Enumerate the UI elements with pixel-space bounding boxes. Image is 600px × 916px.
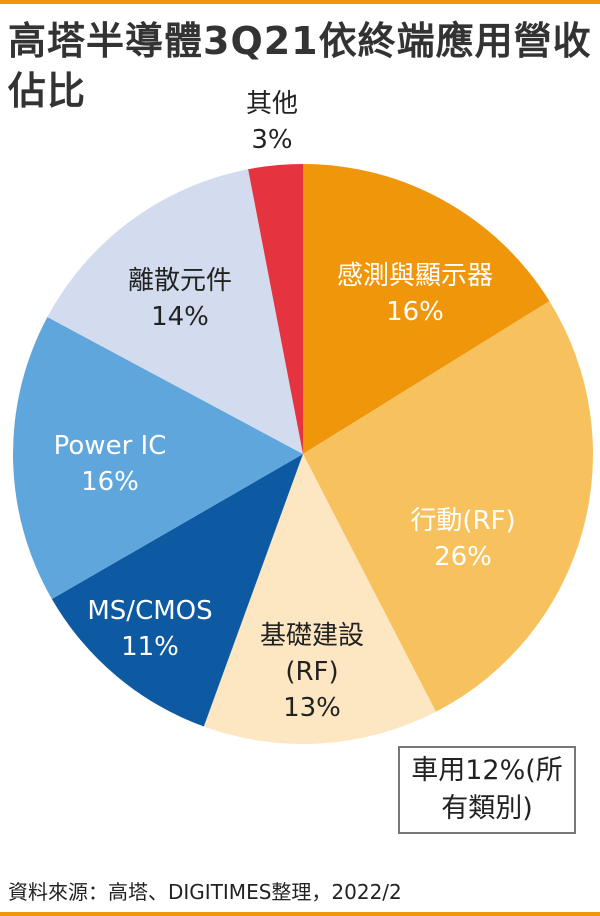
- pie-slice: [51, 454, 304, 727]
- value-label: 26%: [434, 542, 492, 572]
- pie-slice: [12, 317, 304, 599]
- slice-label: MS/CMOS 11%: [87, 593, 212, 665]
- pie-slice: [248, 164, 303, 454]
- category-label: Power IC: [53, 431, 167, 461]
- slice-label: 感測與顯示器 16%: [337, 258, 493, 330]
- pie-slice: [47, 169, 303, 455]
- slice-label: Power IC 16%: [54, 428, 167, 500]
- slice-label: 其他 3%: [246, 86, 298, 158]
- source: 資料來源：高塔、DIGITIMES整理，2022/2: [8, 880, 402, 904]
- value-label: 11%: [121, 632, 179, 662]
- value-label: 14%: [151, 302, 209, 332]
- category-label: 基礎建設(RF): [259, 621, 364, 687]
- slice-label: 行動(RF) 26%: [410, 503, 515, 575]
- slice-label: 離散元件 14%: [128, 263, 232, 335]
- annotation: 車用12%(所有類別): [398, 746, 576, 834]
- chart-title: 高塔半導體3Q21依終端應用營收佔比: [8, 16, 598, 116]
- category-label: 其他: [245, 89, 299, 119]
- value-label: 13%: [283, 693, 341, 723]
- pie-slice: [303, 164, 550, 454]
- slice-label: 基礎建設(RF) 13%: [256, 618, 368, 726]
- category-label: MS/CMOS: [87, 596, 213, 626]
- value-label: 16%: [386, 297, 444, 327]
- category-label: 離散元件: [127, 266, 233, 296]
- pie-slice: [303, 301, 593, 712]
- chart-title-text: 高塔半導體3Q21依終端應用營收佔比: [8, 19, 592, 113]
- pie-slice: [203, 454, 436, 744]
- category-label: 行動(RF): [410, 506, 516, 536]
- chart: [12, 164, 593, 744]
- value-label: 3%: [251, 125, 293, 155]
- category-label: 感測與顯示器: [336, 261, 494, 291]
- value-label: 16%: [81, 467, 139, 497]
